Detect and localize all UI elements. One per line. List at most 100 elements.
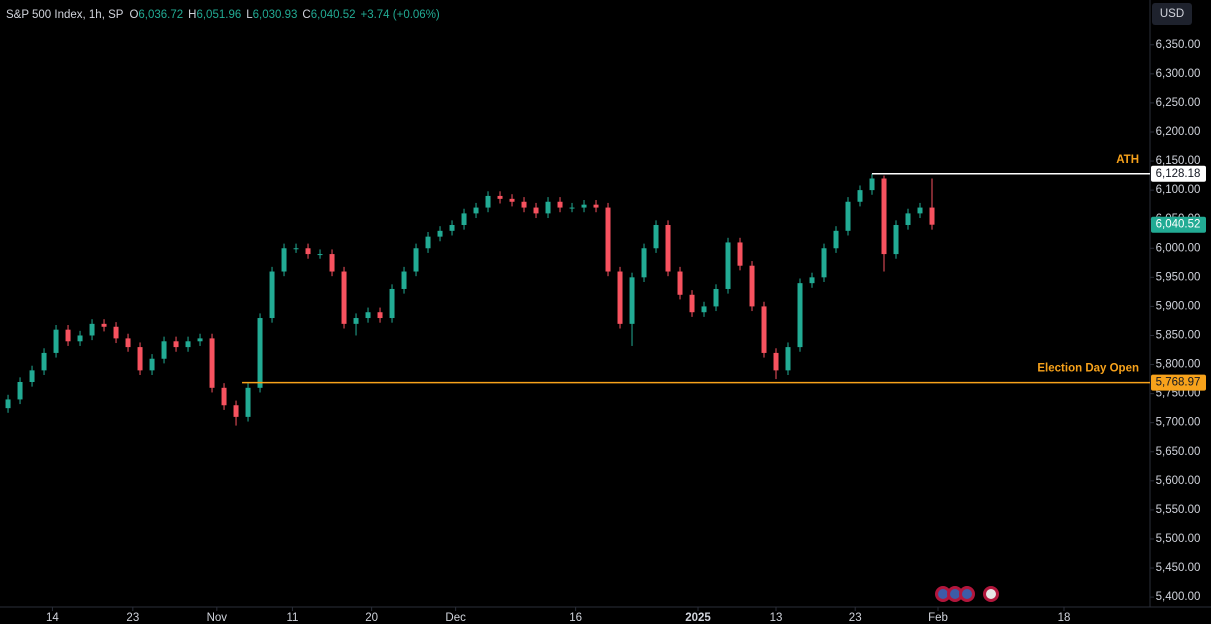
candle-body [929, 207, 935, 225]
candle-body [677, 271, 683, 295]
candle-body [701, 306, 707, 313]
candle-body [773, 352, 779, 371]
currency-button[interactable] [1152, 3, 1192, 25]
candle-body [281, 248, 287, 272]
candle-body [161, 341, 167, 359]
candle-body [413, 248, 419, 272]
ohlc-value: 6,051.96 [196, 9, 241, 21]
candle-body [233, 405, 239, 417]
y-tick-label: 5,900.00 [1156, 300, 1201, 312]
candle-body [665, 225, 671, 272]
candle-body [581, 204, 587, 208]
candle-body [821, 248, 827, 278]
candle-body [209, 338, 215, 388]
y-tick-label: 5,800.00 [1156, 359, 1201, 371]
candle-body [713, 288, 719, 307]
candle-body [593, 204, 599, 208]
candle-body [185, 341, 191, 348]
event-flags[interactable] [935, 586, 999, 602]
candle-body [893, 225, 899, 255]
candle-body [881, 178, 887, 255]
y-tick-label: 5,950.00 [1156, 271, 1201, 283]
last-price-tag [1151, 216, 1206, 233]
y-tick-label: 5,550.00 [1156, 504, 1201, 516]
x-tick-label: 2025 [685, 612, 711, 624]
candle-body [869, 178, 875, 191]
candle-body [197, 338, 203, 342]
x-tick-label: 23 [126, 612, 139, 624]
candle-body [761, 306, 767, 353]
last-price-label: 6,040.52 [1156, 219, 1201, 231]
y-tick-label: 5,850.00 [1156, 330, 1201, 342]
candle-body [329, 254, 335, 272]
y-tick-label: 5,400.00 [1156, 591, 1201, 603]
candle-body [521, 201, 527, 208]
candle-body [221, 387, 227, 406]
candle-body [809, 277, 815, 284]
candle-body [305, 248, 311, 255]
ohlc-value: 6,040.52 [311, 9, 356, 21]
candle-body [845, 201, 851, 231]
x-tick-label: Nov [207, 612, 228, 624]
x-tick-label: 11 [286, 612, 298, 624]
price-tag-label: 6,128.18 [1156, 168, 1201, 180]
legend-header: S&P 500 Index, 1h, SP O6,036.72 H6,051.96 L… [6, 9, 440, 21]
candle-body [473, 207, 479, 214]
candle-body [5, 399, 11, 409]
ohlc-key: H [188, 9, 196, 21]
candle-body [509, 198, 515, 202]
candle-body [113, 326, 119, 339]
x-tick-label: 23 [849, 612, 862, 624]
flag[interactable] [950, 589, 960, 599]
ohlc-key: L [246, 9, 253, 21]
price-tag [1151, 165, 1206, 182]
candle-body [557, 201, 563, 208]
candle-body [293, 248, 299, 250]
candle-body [101, 323, 107, 327]
y-tick-label: 5,500.00 [1156, 533, 1201, 545]
candle-body [737, 242, 743, 266]
candle-body [353, 318, 359, 324]
price-tag-label: 5,768.97 [1156, 377, 1201, 389]
candle-body [545, 201, 551, 214]
candle-body [905, 213, 911, 226]
candle-body [377, 312, 383, 319]
y-tick-label: 6,000.00 [1156, 242, 1201, 254]
candle-body [65, 329, 71, 342]
candle-body [269, 271, 275, 319]
level-label: Election Day Open [1037, 363, 1139, 375]
y-tick-label: 6,350.00 [1156, 39, 1201, 51]
x-tick-label: 13 [770, 612, 783, 624]
flag[interactable] [938, 589, 948, 599]
candle-body [641, 248, 647, 278]
x-tick-label: 16 [569, 612, 582, 624]
candle-body [449, 225, 455, 231]
candle-body [857, 190, 863, 202]
y-tick-label: 5,750.00 [1156, 388, 1201, 400]
y-tick-label: 6,300.00 [1156, 68, 1201, 80]
y-tick-label: 5,600.00 [1156, 475, 1201, 487]
ohlc-key: C [302, 9, 310, 21]
candle-body [53, 329, 59, 353]
title: S&P 500 Index, 1h, SP [6, 9, 124, 21]
y-tick-label: 5,650.00 [1156, 446, 1201, 458]
flag[interactable] [962, 589, 972, 599]
currency[interactable]: USD [1160, 8, 1184, 20]
candle-body [17, 381, 23, 400]
candle-body [389, 288, 395, 319]
y-tick-label: 6,150.00 [1156, 155, 1201, 167]
candle-body [89, 323, 95, 336]
candle-body [653, 225, 659, 249]
candle-body [425, 236, 431, 249]
flag[interactable] [986, 589, 996, 599]
candle-body [833, 230, 839, 249]
candle-body [173, 341, 179, 348]
candle-body [77, 335, 83, 342]
ohlc-value: 6,036.72 [138, 9, 183, 21]
candle-body [569, 207, 575, 209]
x-tick-label: Feb [928, 612, 948, 624]
candle-body [125, 338, 131, 348]
candle-body [629, 277, 635, 324]
